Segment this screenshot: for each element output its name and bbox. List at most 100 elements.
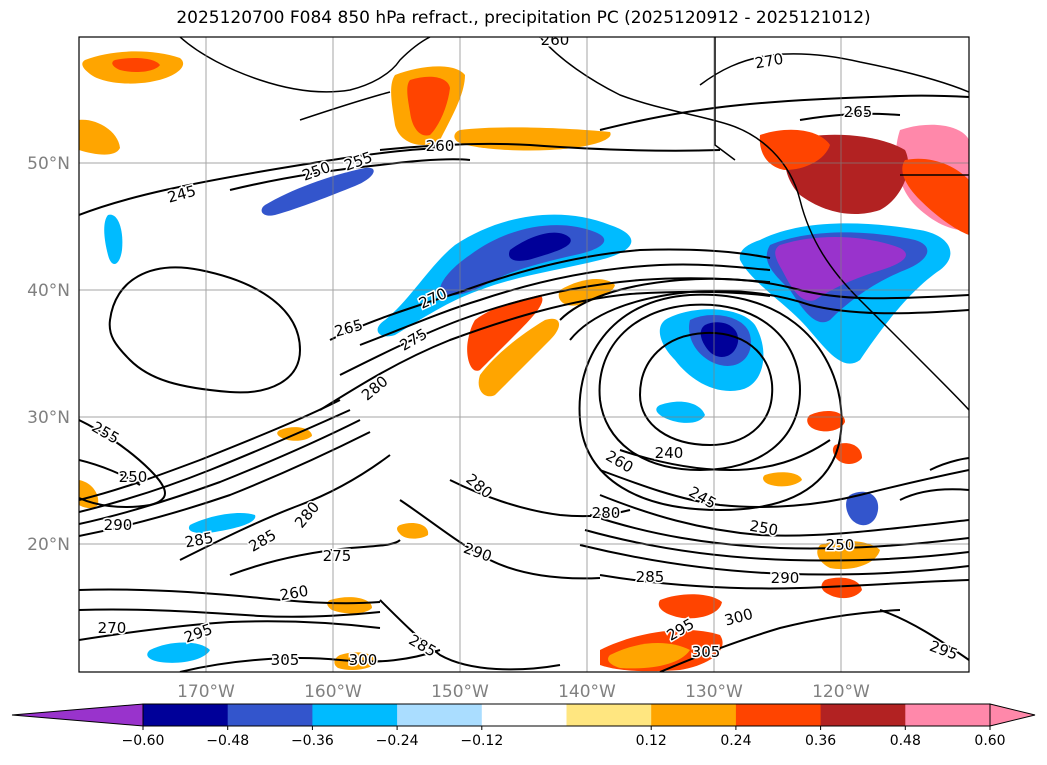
contour-label: 275	[323, 547, 352, 565]
colorbar-tick-label: −0.48	[206, 733, 249, 749]
colorbar-cells	[11, 703, 1036, 727]
shade-red-east-mid-2	[832, 443, 862, 464]
contour-295-southeast	[879, 609, 969, 661]
contour-southwest-band-1	[79, 588, 381, 605]
contour-north-coast	[599, 94, 969, 131]
contour-label: 265	[844, 103, 873, 121]
shade-orange-center	[397, 523, 429, 539]
shade-red-alaska	[407, 76, 450, 136]
contour-low-3	[578, 293, 843, 512]
contour-285-west	[179, 454, 391, 561]
map-frame	[78, 36, 970, 673]
shade-blue-small-2	[846, 491, 879, 526]
contour-290-south	[599, 574, 969, 590]
contour-label: 240	[655, 444, 684, 462]
contour-label: 260	[426, 137, 455, 155]
colorbar-tick-label: 0.48	[890, 733, 921, 749]
contour-lines	[79, 94, 969, 672]
lat-tick-40n: 40°N	[27, 281, 70, 301]
coast-alaska-peninsula	[299, 91, 391, 121]
shade-orange-south-2	[608, 643, 690, 669]
contour-label: 300	[349, 651, 378, 669]
contour-jet-2	[569, 289, 969, 341]
colorbar-frame	[142, 703, 991, 727]
contour-label: 260	[541, 31, 570, 49]
lat-tick-20n: 20°N	[27, 535, 70, 555]
contour-label: 290	[771, 569, 800, 587]
map-title: 2025120700 F084 850 hPa refract., precip…	[176, 8, 871, 28]
contour-west-jet-3	[79, 419, 361, 525]
contour-270-mid	[359, 263, 771, 346]
lon-tick-140w: 140°W	[558, 682, 616, 702]
contour-240	[619, 439, 831, 472]
contour-label: 250	[826, 536, 855, 554]
coast-alaska	[179, 37, 431, 93]
lon-tick-120w: 120°W	[812, 682, 870, 702]
contour-260-north	[379, 142, 721, 152]
shade-orange-mid-south	[327, 597, 372, 614]
shade-blue-small-3	[656, 401, 705, 423]
colorbar-tick-label: −0.36	[291, 733, 334, 749]
shade-red-band	[467, 295, 543, 371]
lat-tick-50n: 50°N	[27, 154, 70, 174]
colorbar-cell	[143, 704, 229, 726]
contour-label: 280	[592, 504, 621, 522]
graticule	[79, 37, 969, 672]
colorbar-tick-label: 0.12	[636, 733, 667, 749]
contour-300-south	[659, 609, 901, 672]
contour-245-north	[79, 147, 441, 216]
colorbar-cell	[312, 704, 398, 726]
contour-west-jet-1	[79, 399, 341, 501]
contour-290-center	[399, 499, 601, 580]
contour-250-south	[599, 494, 969, 537]
shade-red-coast	[902, 158, 969, 235]
colorbar-extend-min	[11, 703, 144, 727]
colorbar-tick-label: −0.60	[122, 733, 165, 749]
colorbar: −0.60 −0.48 −0.36 −0.24 −0.12 0.12 0.24 0.36 0.4…	[11, 703, 1036, 749]
contour-305	[179, 649, 441, 672]
shade-red-southeast	[821, 577, 862, 599]
contour-west-jet-4	[79, 431, 371, 537]
contour-label: 270	[98, 619, 127, 637]
colorbar-cell	[905, 704, 991, 726]
lat-tick-labels: 50°N 40°N 30°N 20°N	[27, 154, 70, 555]
lon-tick-160w: 160°W	[304, 682, 362, 702]
contour-250-north	[229, 158, 471, 191]
contour-northwest-loop	[108, 266, 302, 394]
coast-northwest	[539, 37, 969, 411]
coastlines	[179, 37, 969, 411]
contour-label: 305	[692, 643, 721, 661]
colorbar-cell	[566, 704, 652, 726]
colorbar-tick-label: −0.24	[376, 733, 419, 749]
colorbar-extend-max	[989, 703, 1036, 727]
contour-280-center	[449, 479, 631, 518]
contour-west-jet-2	[79, 409, 351, 513]
contour-255-west	[79, 419, 166, 508]
shade-orange-northeast	[759, 129, 830, 170]
shade-blue-small-1	[104, 214, 123, 265]
colorbar-cell	[820, 704, 906, 726]
contour-265-north	[799, 112, 901, 121]
contour-label: 305	[271, 651, 300, 669]
shade-blue-northwest	[261, 167, 374, 216]
colorbar-cell	[397, 704, 483, 726]
lon-tick-150w: 150°W	[431, 682, 489, 702]
shade-navy-low	[700, 322, 739, 357]
coast-inland	[699, 53, 969, 93]
contour-270-southwest	[79, 620, 381, 641]
colorbar-ticks: −0.60 −0.48 −0.36 −0.24 −0.12 0.12 0.24 0.36 0.4…	[122, 726, 1006, 749]
shade-blue-small-4	[147, 642, 210, 663]
contour-jet-1	[559, 277, 969, 321]
border-bc	[714, 37, 736, 161]
colorbar-tick-label: 0.60	[974, 733, 1005, 749]
contour-southwest-band-2	[79, 608, 381, 618]
contour-band-3	[579, 544, 969, 576]
contour-low-2	[638, 331, 774, 447]
contour-265-mid	[329, 248, 771, 341]
colorbar-cell	[651, 704, 737, 726]
lon-tick-130w: 130°W	[685, 682, 743, 702]
colorbar-cell	[481, 704, 567, 726]
contour-low-1	[598, 303, 802, 472]
